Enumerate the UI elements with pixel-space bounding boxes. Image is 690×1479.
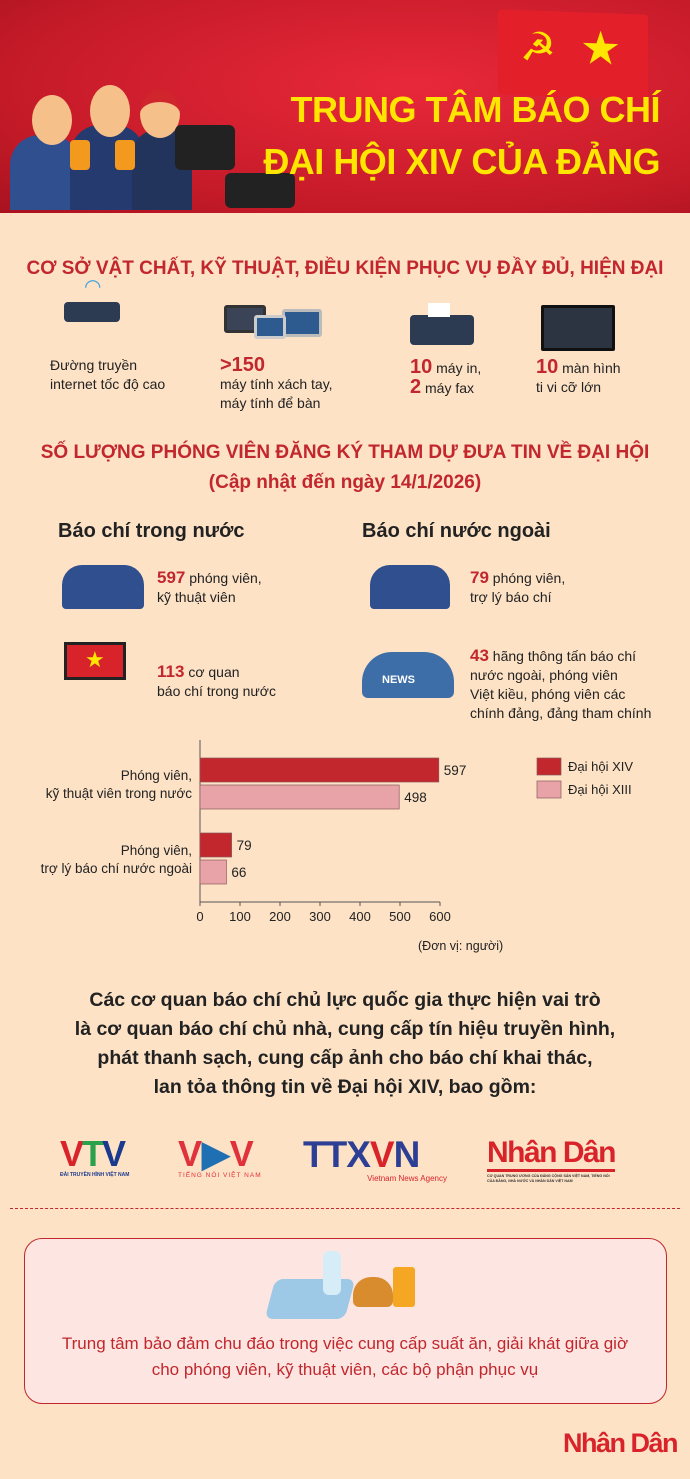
reporters-illustration	[10, 85, 295, 210]
logo-vov: V▶V TIẾNG NÓI VIỆT NAM	[178, 1133, 262, 1180]
hammer-sickle-icon: ☭	[520, 25, 556, 71]
x-tick-label: 600	[429, 909, 451, 924]
burger-icon	[353, 1277, 393, 1307]
legend-label: Đại hội XIII	[568, 782, 632, 797]
domestic-agencies-stat: 113 cơ quan báo chí trong nước	[157, 662, 276, 699]
category-label: kỹ thuật viên trong nước	[46, 786, 192, 801]
bar	[199, 784, 400, 810]
media-paragraph: Các cơ quan báo chí chủ lực quốc gia thự…	[74, 989, 616, 1098]
reporters-heading: SỐ LƯỢNG PHÓNG VIÊN ĐĂNG KÝ THAM DỰ ĐƯA …	[40, 442, 650, 463]
x-tick-label: 100	[229, 909, 251, 924]
bar	[199, 859, 227, 885]
wifi-router-icon: ◠	[64, 276, 120, 322]
facility-printers: 10 máy in, 2 máy fax	[410, 356, 482, 398]
food-tray-icon	[264, 1279, 356, 1319]
logo-nhan-dan: Nhân Dân CƠ QUAN TRUNG ƯƠNG CỦA ĐẢNG CỘN…	[487, 1136, 617, 1183]
food-service-text: Trung tâm bảo đảm chu đáo trong việc cun…	[61, 1334, 629, 1379]
computers-icon	[224, 305, 324, 345]
domestic-title: Báo chí trong nước	[58, 520, 245, 542]
foreign-reporters-icon	[370, 565, 450, 609]
x-tick-label: 300	[309, 909, 331, 924]
facility-tv: 10 màn hình ti vi cỡ lớn	[536, 356, 621, 395]
data-label: 498	[404, 790, 427, 805]
unit-note: (Đơn vị: người)	[418, 939, 503, 953]
category-label: Phóng viên,	[121, 843, 192, 858]
data-label: 79	[237, 838, 252, 853]
tv-monitor-icon	[541, 305, 615, 351]
star-icon: ★	[580, 21, 622, 75]
x-tick-label: 400	[349, 909, 371, 924]
legend-swatch	[536, 780, 562, 799]
footer-logo-nhan-dan: Nhân Dân	[563, 1428, 679, 1458]
x-tick-label: 500	[389, 909, 411, 924]
category-label: trợ lý báo chí nước ngoài	[41, 861, 192, 876]
x-tick-label: 0	[196, 909, 203, 924]
reporters-bar-chart: 0 100 200 300 400 500 600 Phóng viên, kỹ thuật v…	[41, 740, 633, 953]
legend-swatch	[536, 757, 562, 776]
legend-label: Đại hội XIV	[568, 759, 633, 774]
food-service-box: Trung tâm bảo đảm chu đáo trong việc cun…	[24, 1238, 667, 1404]
drink-cup-icon	[393, 1267, 415, 1307]
data-label: 66	[231, 865, 246, 880]
vietnam-flag-tv-icon: ★	[64, 642, 126, 680]
foreign-agencies-stat: 43 hãng thông tấn báo chí nước ngoài, phó…	[470, 646, 652, 721]
domestic-reporters-stat: 597 phóng viên, kỹ thuật viên	[157, 568, 262, 605]
foreign-title: Báo chí nước ngoài	[362, 520, 551, 542]
facility-internet: Đường truyền internet tốc độ cao	[50, 357, 166, 392]
bar	[199, 757, 440, 783]
header-banner: ☭ ★ TRUNG TÂM BÁO CHÍ ĐẠI HỘI XIV CỦA ĐẢ…	[0, 0, 690, 213]
foreign-reporters-stat: 79 phóng viên, trợ lý báo chí	[470, 568, 566, 605]
printer-icon	[410, 303, 474, 345]
bar	[199, 832, 232, 858]
domestic-reporters-icon	[62, 565, 144, 609]
news-globe-icon: NEWS	[362, 652, 454, 698]
logo-ttxvn: TTXVN Vietnam News Agency	[303, 1134, 447, 1184]
facility-computers: >150 máy tính xách tay, máy tính để bàn	[220, 354, 333, 411]
facilities-heading: CƠ SỞ VẬT CHẤT, KỸ THUẬT, ĐIỀU KIỆN PHỤC…	[26, 258, 664, 279]
divider	[10, 1208, 680, 1209]
reporters-subheading: (Cập nhật đến ngày 14/1/2026)	[208, 472, 482, 493]
data-label: 597	[444, 763, 467, 778]
logo-vtv: VTV ĐÀI TRUYỀN HÌNH VIỆT NAM	[60, 1133, 130, 1179]
page-title: TRUNG TÂM BÁO CHÍ ĐẠI HỘI XIV CỦA ĐẢNG	[263, 89, 660, 182]
x-tick-label: 200	[269, 909, 291, 924]
water-bottle-icon	[323, 1251, 341, 1295]
category-label: Phóng viên,	[121, 768, 192, 783]
